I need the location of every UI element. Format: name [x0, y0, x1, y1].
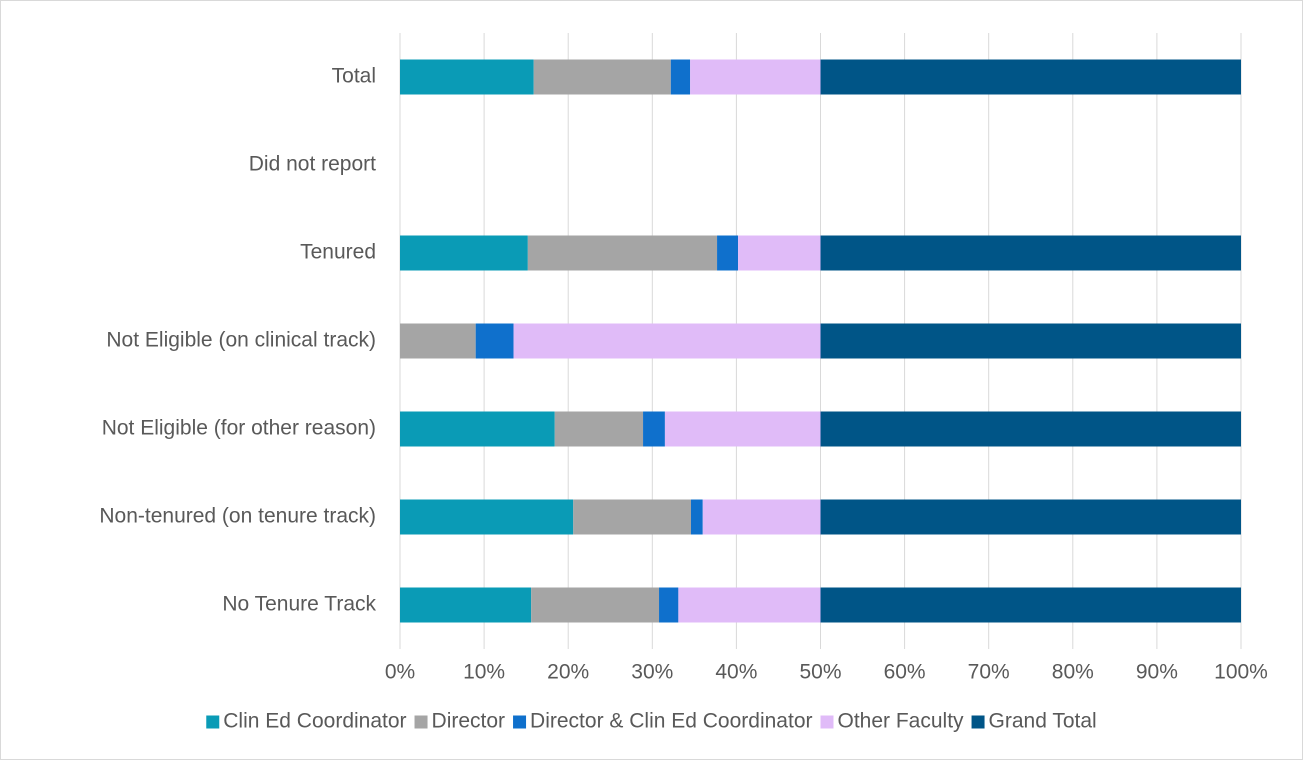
x-tick-label: 70%	[968, 661, 1010, 684]
x-tick-label: 80%	[1052, 661, 1094, 684]
legend-swatch	[414, 715, 428, 729]
bar-segment	[400, 587, 532, 623]
bar-segment	[717, 235, 739, 271]
x-tick-label: 30%	[631, 661, 673, 684]
bar-segment	[531, 587, 660, 623]
legend-label: Director	[432, 710, 506, 733]
y-tick-label: Not Eligible (for other reason)	[102, 417, 376, 440]
bar-segment	[738, 235, 821, 271]
bar-segment	[820, 411, 1241, 447]
bar-segment	[475, 323, 514, 359]
legend-swatch	[971, 715, 985, 729]
bar-segment	[400, 499, 574, 535]
bar-segment	[820, 499, 1241, 535]
bar-segment	[820, 59, 1241, 95]
legend-swatch	[206, 715, 220, 729]
y-tick-label: No Tenure Track	[222, 593, 376, 616]
bar-segment	[400, 235, 528, 271]
x-tick-label: 20%	[547, 661, 589, 684]
bar-segment	[678, 587, 821, 623]
bar-segment	[690, 499, 703, 535]
x-tick-label: 100%	[1214, 661, 1268, 684]
x-tick-label: 10%	[463, 661, 505, 684]
bar-segment	[513, 323, 821, 359]
bar-segment	[573, 499, 691, 535]
bar-segment	[643, 411, 665, 447]
legend-label: Director & Clin Ed Coordinator	[530, 710, 812, 733]
y-tick-label: Total	[332, 65, 376, 88]
legend-label: Clin Ed Coordinator	[223, 710, 406, 733]
bar-segment	[659, 587, 679, 623]
bar-segment	[664, 411, 821, 447]
bar-segment	[527, 235, 718, 271]
x-tick-label: 0%	[385, 661, 415, 684]
x-tick-label: 40%	[715, 661, 757, 684]
bar-segment	[554, 411, 644, 447]
bar-segment	[820, 323, 1241, 359]
bar-segment	[702, 499, 821, 535]
bar-segment	[400, 59, 534, 95]
bar-segment	[820, 235, 1241, 271]
bar-segment	[400, 323, 476, 359]
legend-label: Grand Total	[989, 710, 1097, 733]
bar-segment	[820, 587, 1241, 623]
bar-segment	[690, 59, 821, 95]
x-tick-label: 60%	[884, 661, 926, 684]
y-tick-label: Did not report	[249, 153, 376, 176]
bar-segment	[400, 411, 555, 447]
bar-segment	[670, 59, 691, 95]
x-tick-label: 90%	[1136, 661, 1178, 684]
x-tick-label: 50%	[799, 661, 841, 684]
legend-swatch	[820, 715, 834, 729]
legend-label: Other Faculty	[838, 710, 965, 733]
y-tick-label: Non-tenured (on tenure track)	[99, 505, 376, 528]
y-tick-label: Not Eligible (on clinical track)	[106, 329, 376, 352]
bar-segment	[533, 59, 671, 95]
legend-swatch	[513, 715, 527, 729]
y-tick-label: Tenured	[300, 241, 376, 264]
